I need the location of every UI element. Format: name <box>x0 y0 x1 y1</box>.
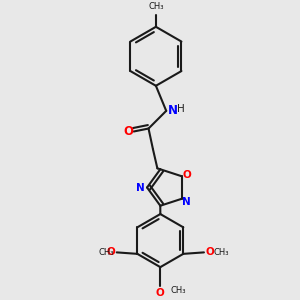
Text: O: O <box>124 125 134 138</box>
Text: N: N <box>168 104 178 117</box>
Text: CH₃: CH₃ <box>148 2 164 10</box>
Text: H: H <box>177 104 185 114</box>
Text: O: O <box>206 248 214 257</box>
Text: O: O <box>106 248 115 257</box>
Text: O: O <box>183 170 191 180</box>
Text: CH₃: CH₃ <box>99 248 114 257</box>
Text: N: N <box>136 182 145 193</box>
Text: N: N <box>182 197 190 207</box>
Text: CH₃: CH₃ <box>171 286 186 295</box>
Text: O: O <box>156 288 165 298</box>
Text: CH₃: CH₃ <box>213 248 229 257</box>
